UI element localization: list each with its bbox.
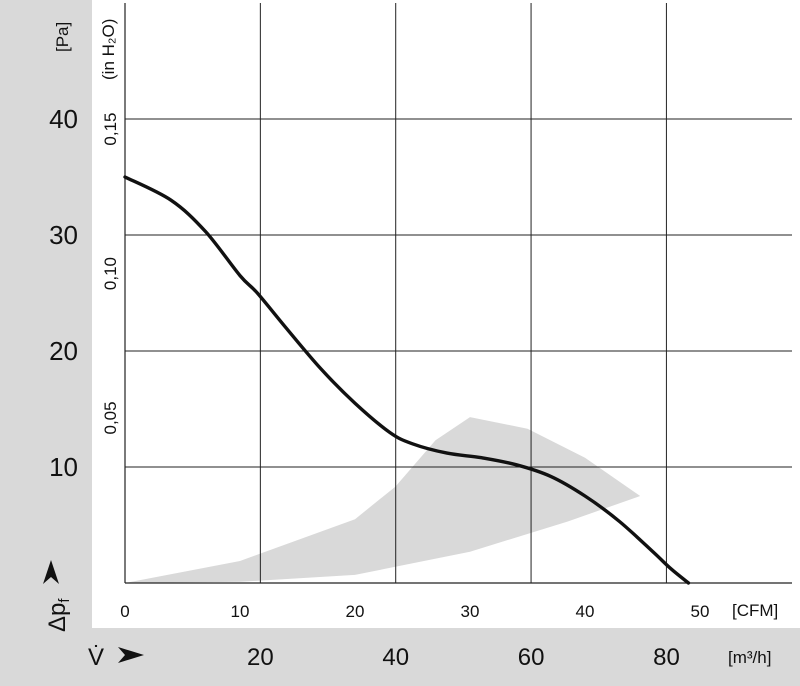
x2-tick-label: 60 — [518, 644, 545, 671]
x2-tick-label: 40 — [382, 644, 409, 671]
x-tick-label: 50 — [691, 602, 710, 621]
grid — [125, 3, 792, 583]
y-tick-labels: 10 20 30 40 — [49, 104, 78, 482]
x2-tick-label: 80 — [653, 644, 680, 671]
x-tick-label: 0 — [120, 602, 129, 621]
y-tick-label: 10 — [49, 452, 78, 482]
y2-tick-labels: 0,05 0,10 0,15 — [101, 113, 120, 435]
operating-range-area — [125, 417, 641, 583]
y2-tick-label: 0,05 — [101, 401, 120, 434]
x2-tick-label: 20 — [247, 644, 274, 671]
y-axis-symbol-main: Δp — [44, 603, 71, 632]
y-axis-symbol: Δpf — [44, 598, 73, 632]
x-tick-label: 30 — [461, 602, 480, 621]
x2-axis-symbol: V̇ — [88, 643, 104, 671]
series-layer — [123, 175, 691, 585]
x2-unit-label: [m³/h] — [728, 648, 771, 667]
y-axis-arrow-icon — [43, 560, 59, 584]
svg-text:Δpf: Δpf — [44, 598, 73, 632]
y-tick-label: 30 — [49, 220, 78, 250]
y-tick-label: 20 — [49, 336, 78, 366]
y-axis-band — [0, 0, 92, 686]
x-tick-labels: 0 10 20 30 40 50 — [120, 602, 709, 621]
y-axis-symbol-subscript: f — [56, 598, 73, 603]
x-tick-label: 10 — [231, 602, 250, 621]
y-unit-label: [Pa] — [53, 22, 72, 52]
y2-unit-label: (in H₂O) — [99, 19, 118, 80]
x-tick-label: 20 — [346, 602, 365, 621]
y2-tick-label: 0,15 — [101, 113, 120, 146]
operating-range-layer — [125, 417, 641, 583]
pressure-curve-line — [123, 175, 691, 585]
x2-axis-arrow-icon — [118, 647, 144, 663]
x-tick-label: 40 — [576, 602, 595, 621]
x2-tick-labels: 20 40 60 80 — [247, 644, 680, 671]
x-unit-label: [CFM] — [732, 601, 778, 620]
axes — [124, 3, 792, 584]
y2-tick-label: 0,10 — [101, 257, 120, 290]
y-tick-label: 40 — [49, 104, 78, 134]
